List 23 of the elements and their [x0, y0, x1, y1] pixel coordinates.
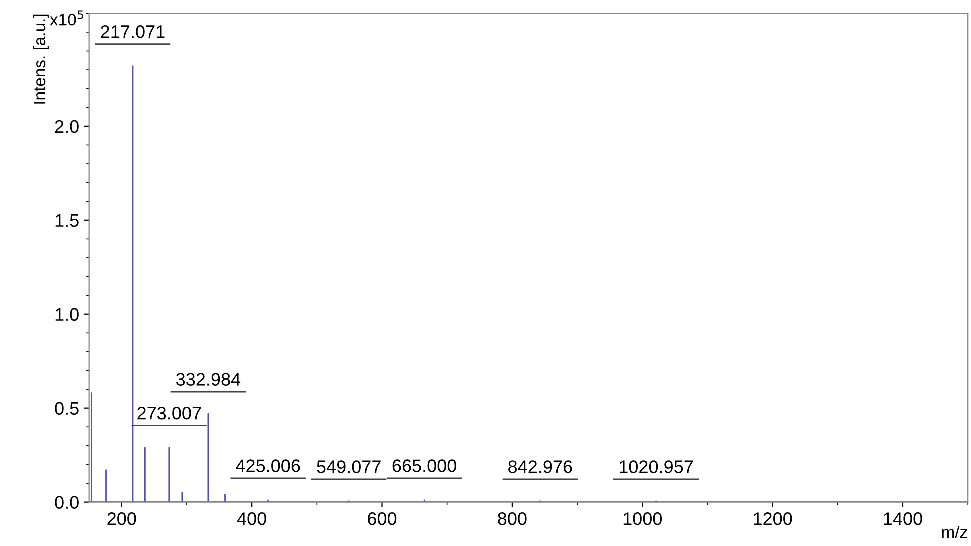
y-tick-label: 1.5	[56, 214, 79, 228]
x-tick-label: 600	[368, 512, 397, 526]
annotation: 425.006	[236, 460, 300, 472]
y-tick-label: 2.0	[55, 120, 79, 134]
x-tick-label: 200	[108, 512, 136, 526]
x-tick-label: 400	[237, 512, 266, 526]
annotation: 1020.957	[620, 460, 694, 474]
annotation: 665.000	[392, 460, 456, 472]
annotation: 332.984	[176, 373, 241, 386]
x-tick-label: 1200	[754, 512, 792, 526]
y-tick-label: 0.0	[55, 496, 79, 510]
y-tick-label: 1.0	[56, 308, 79, 322]
text: x10$^{5}$	[50, 10, 84, 26]
y-axis-title: Intens. [a.u.]	[33, 14, 49, 104]
x-tick-label: 1400	[884, 512, 922, 526]
annotation: 842.976	[508, 460, 572, 474]
annotation: 217.071	[101, 25, 165, 38]
annotation: 549.077	[317, 460, 381, 474]
x-axis-title: m/z	[942, 526, 968, 538]
y-tick-label: 0.5	[55, 402, 79, 416]
x-tick-label: 1000	[624, 512, 662, 526]
annotation: 273.007	[138, 407, 202, 420]
x-tick-label: 800	[498, 512, 527, 526]
